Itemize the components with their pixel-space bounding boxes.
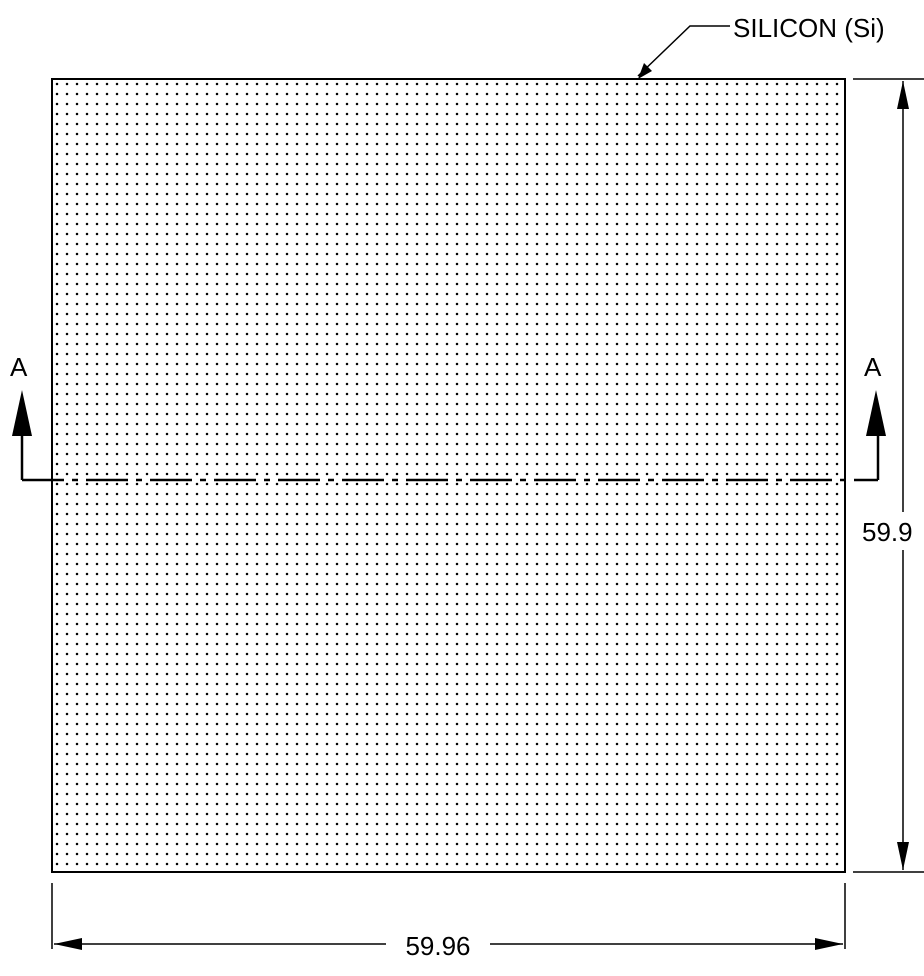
height-arrow-top-icon — [897, 81, 909, 109]
silicon-die — [51, 78, 846, 873]
die-outline — [51, 78, 846, 873]
width-arrow-left-icon — [54, 938, 82, 950]
left-section-label: A — [10, 352, 28, 382]
dot-hatch-fill — [52, 79, 845, 872]
callout-arrowhead-icon — [638, 63, 652, 79]
left-section-arrow-icon — [12, 390, 32, 436]
width-arrow-right-icon — [815, 938, 843, 950]
right-section-label: A — [864, 352, 882, 382]
right-section-arrow-icon — [866, 390, 886, 436]
callout-leader-line — [637, 25, 730, 77]
material-callout: SILICON (Si) — [637, 13, 885, 79]
height-dimension: 59.9 — [853, 78, 924, 873]
width-dimension: 59.96 — [51, 883, 846, 961]
material-label: SILICON (Si) — [733, 13, 885, 43]
height-dimension-label: 59.9 — [862, 517, 913, 547]
width-dimension-label: 59.96 — [405, 931, 470, 961]
height-arrow-bottom-icon — [897, 842, 909, 870]
section-line: A A — [10, 352, 886, 482]
